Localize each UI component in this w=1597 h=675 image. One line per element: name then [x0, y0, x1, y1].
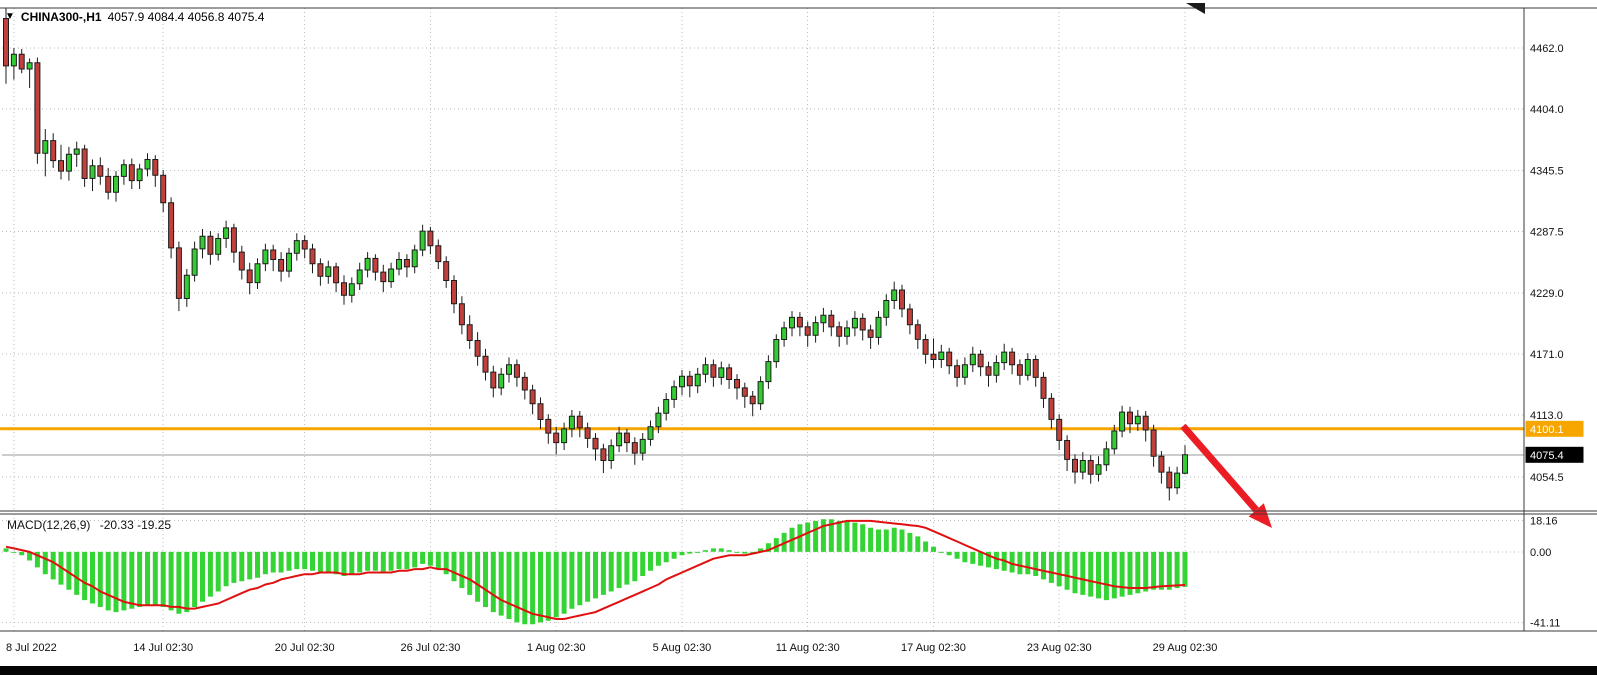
current-price-tag [1525, 446, 1584, 463]
macd-histogram [3, 519, 1188, 625]
price-tick-label: 4404.0 [1530, 104, 1564, 116]
macd-signal-line [5, 519, 1186, 620]
trend-arrow-head[interactable] [1248, 503, 1272, 528]
bottom-bar [0, 666, 1597, 675]
macd-values-label: -20.33 -19.25 [99, 518, 172, 532]
hline-price-tag-label: 4100.1 [1530, 424, 1564, 436]
date-tick-label: 29 Aug 02:30 [1153, 642, 1218, 654]
macd-tick-label: -41.11 [1530, 618, 1560, 630]
price-tick-label: 4345.5 [1530, 166, 1564, 178]
price-tick-label: 4462.0 [1530, 43, 1564, 55]
down-candles [3, 18, 1173, 489]
grid-lines [2, 8, 1524, 631]
macd-indicator-label: MACD(12,26,9) -20.33 -19.25 [7, 518, 177, 532]
current-price-tag-label: 4075.4 [1530, 450, 1564, 462]
date-tick-label: 20 Jul 02:30 [275, 642, 335, 654]
price-tick-label: 4287.5 [1530, 227, 1564, 239]
chart-shift-marker-icon[interactable] [1186, 3, 1205, 14]
up-candles [10, 53, 1188, 489]
symbol-timeframe-label: CHINA300-,H1 [20, 10, 102, 24]
macd-tick-label: 18.16 [1530, 516, 1558, 528]
macd-name-label: MACD(12,26,9) [7, 518, 91, 532]
hline-price-tag[interactable] [1525, 420, 1584, 437]
ohlc-quote-label: 4057.9 4084.4 4056.8 4075.4 [107, 10, 265, 24]
date-tick-label: 23 Aug 02:30 [1027, 642, 1092, 654]
price-tick-label: 4054.5 [1530, 472, 1564, 484]
trend-arrow-shaft[interactable] [1180, 423, 1259, 513]
date-tick-label: 14 Jul 02:30 [133, 642, 193, 654]
candle-wicks [5, 8, 1186, 501]
date-tick-label: 8 Jul 2022 [6, 642, 57, 654]
price-tick-label: 4171.0 [1530, 349, 1564, 361]
date-tick-label: 26 Jul 02:30 [400, 642, 460, 654]
macd-tick-label: 0.00 [1530, 547, 1551, 559]
date-tick-label: 17 Aug 02:30 [901, 642, 966, 654]
panel-borders [0, 7, 1597, 632]
price-tick-label: 4229.0 [1530, 288, 1564, 300]
symbol-dropdown-icon[interactable]: ▼ [5, 11, 15, 22]
chart-header: ▼ CHINA300-,H1 4057.9 4084.4 4056.8 4075… [5, 10, 264, 24]
date-tick-label: 5 Aug 02:30 [653, 642, 712, 654]
price-tick-label: 4113.0 [1530, 410, 1563, 422]
date-tick-label: 11 Aug 02:30 [776, 642, 840, 654]
date-tick-label: 1 Aug 02:30 [527, 642, 586, 654]
